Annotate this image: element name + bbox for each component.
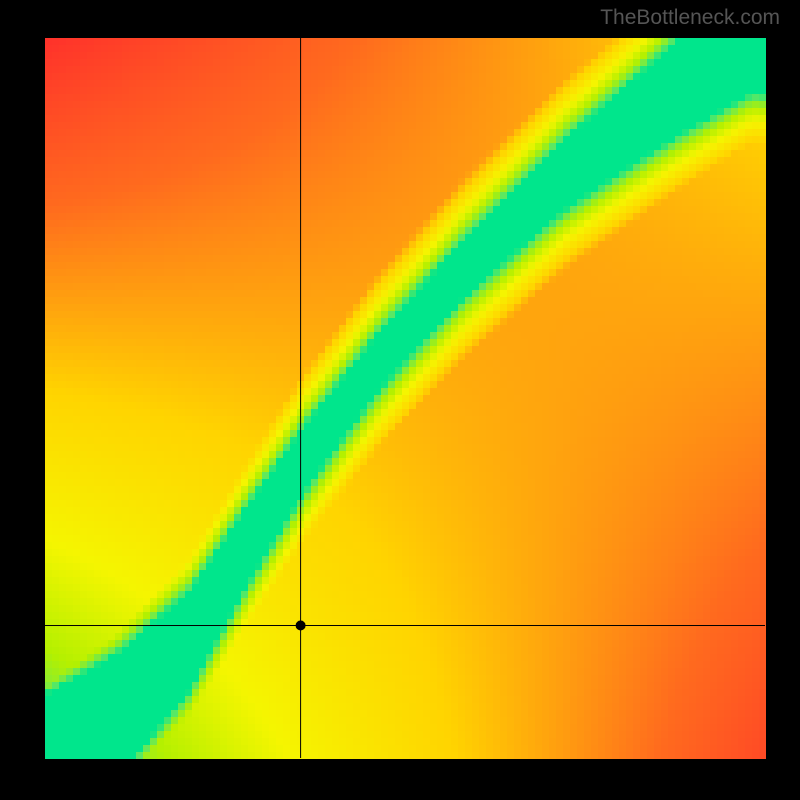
watermark-text: TheBottleneck.com [600, 6, 780, 30]
chart-container: TheBottleneck.com [0, 0, 800, 800]
bottleneck-heatmap-canvas [0, 0, 800, 800]
